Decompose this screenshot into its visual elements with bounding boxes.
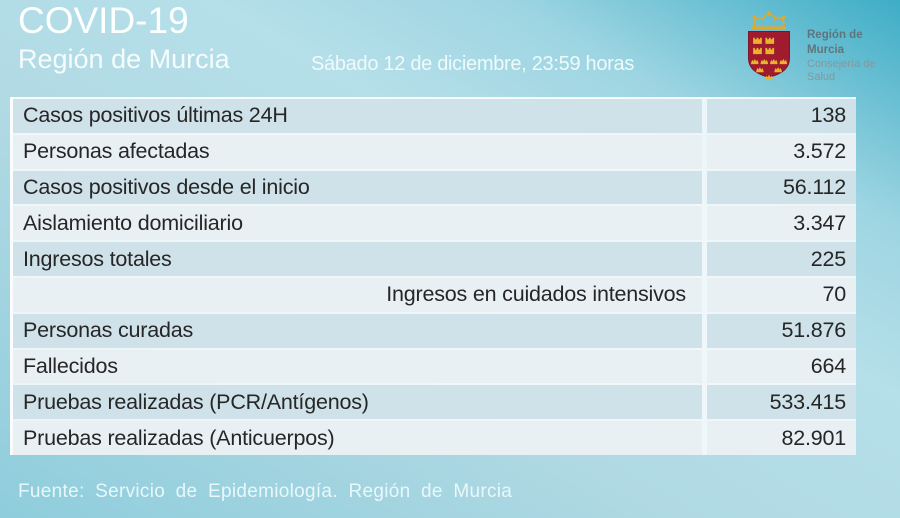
stat-value: 51.876 — [707, 313, 856, 348]
logo-dept-name: Consejería de Salud — [807, 58, 876, 84]
stat-label: Fallecidos — [13, 349, 702, 384]
table-row-aislamiento-domiciliario: Aislamiento domiciliario 3.347 — [13, 206, 856, 241]
table-row-ingresos-totales: Ingresos totales 225 — [13, 242, 856, 276]
stats-table: Casos positivos últimas 24H 138 Personas… — [10, 97, 856, 455]
logo-org-name: Región de Murcia — [807, 29, 863, 57]
header: COVID-19 Región de Murcia Sábado 12 de d… — [0, 0, 900, 97]
table-row-personas-curadas: Personas curadas 51.876 — [13, 313, 856, 348]
table-row-casos-positivos-24h: Casos positivos últimas 24H 138 — [13, 99, 856, 133]
report-datetime: Sábado 12 de diciembre, 23:59 horas — [311, 53, 635, 75]
stat-value: 70 — [707, 277, 856, 312]
stat-value: 3.347 — [707, 206, 856, 241]
stat-label: Personas curadas — [13, 313, 702, 348]
table-row-pruebas-anticuerpos: Pruebas realizadas (Anticuerpos) 82.901 — [13, 421, 856, 455]
page-title: COVID-19 — [18, 0, 189, 41]
stat-label: Aislamiento domiciliario — [13, 206, 702, 241]
stat-label: Casos positivos desde el inicio — [13, 170, 702, 205]
table-row-fallecidos: Fallecidos 664 — [13, 349, 856, 384]
stat-value: 138 — [707, 99, 856, 133]
logo-text: Región de Murcia Consejería de Salud — [807, 28, 900, 84]
stat-label: Ingresos totales — [13, 242, 702, 276]
stat-label: Personas afectadas — [13, 134, 702, 169]
stat-label: Ingresos en cuidados intensivos — [13, 277, 702, 312]
stat-value: 3.572 — [707, 134, 856, 169]
stat-label: Casos positivos últimas 24H — [13, 99, 702, 133]
table-row-personas-afectadas: Personas afectadas 3.572 — [13, 134, 856, 169]
murcia-coat-of-arms-icon — [738, 8, 800, 99]
table-row-pruebas-pcr-antigenos: Pruebas realizadas (PCR/Antígenos) 533.4… — [13, 385, 856, 420]
stat-label: Pruebas realizadas (Anticuerpos) — [13, 421, 702, 455]
stat-value: 82.901 — [707, 421, 856, 455]
stat-label: Pruebas realizadas (PCR/Antígenos) — [13, 385, 702, 420]
stat-value: 225 — [707, 242, 856, 276]
murcia-region-logo: Región de Murcia Consejería de Salud — [738, 8, 900, 99]
table-row-ingresos-uci: Ingresos en cuidados intensivos 70 — [13, 277, 856, 312]
stat-value: 56.112 — [707, 170, 856, 205]
table-row-casos-desde-inicio: Casos positivos desde el inicio 56.112 — [13, 170, 856, 205]
stat-value: 533.415 — [707, 385, 856, 420]
stat-value: 664 — [707, 349, 856, 384]
source-note: Fuente: Servicio de Epidemiología. Regió… — [18, 481, 513, 502]
page-subtitle: Región de Murcia — [18, 44, 230, 74]
